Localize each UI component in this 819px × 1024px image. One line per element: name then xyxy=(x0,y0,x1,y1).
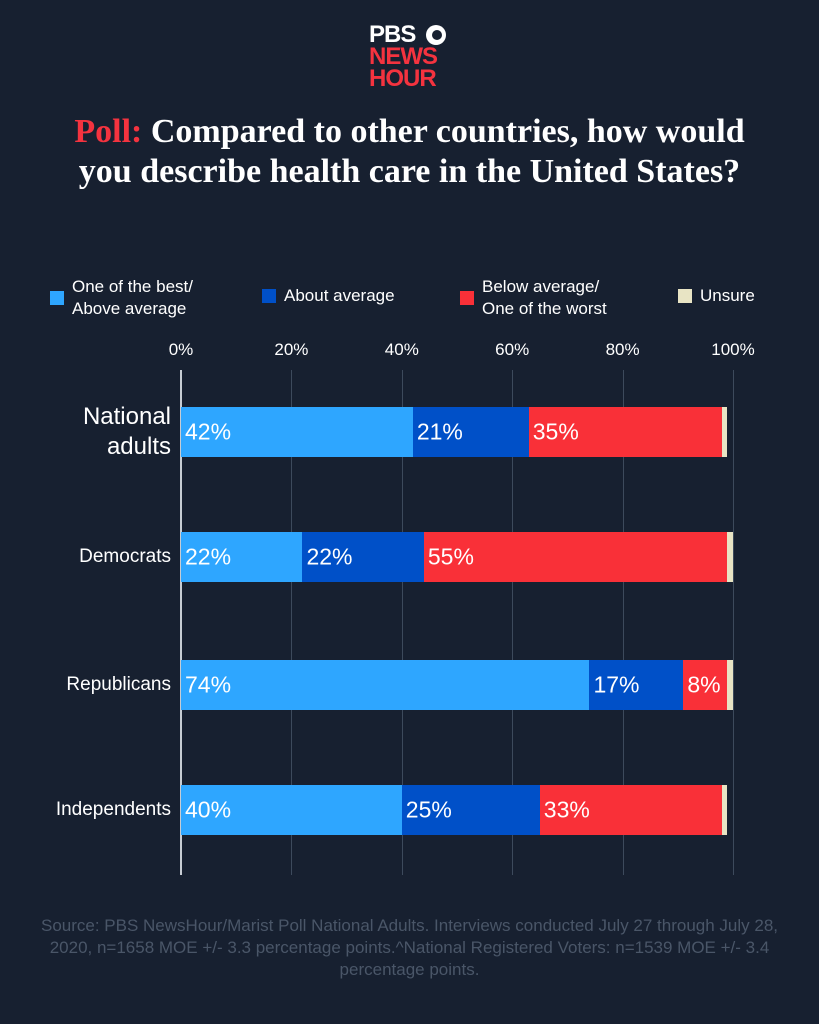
legend-swatch xyxy=(678,289,692,303)
data-label: 33% xyxy=(543,796,590,823)
gridline xyxy=(622,370,624,875)
data-label: 25% xyxy=(405,796,452,823)
legend-swatch xyxy=(460,291,474,305)
source-note: Source: PBS NewsHour/Marist Poll Nationa… xyxy=(40,916,779,979)
x-tick-label: 60% xyxy=(495,340,530,359)
pbs-newshour-logo: PBS NEWS HOUR xyxy=(369,21,459,92)
gridline xyxy=(733,370,734,875)
x-tick-label: 20% xyxy=(274,340,309,359)
category-label: Democrats xyxy=(79,546,171,567)
data-label: 55% xyxy=(427,543,474,570)
bar-segment xyxy=(181,532,303,582)
bar-segment xyxy=(401,785,540,835)
legend-label: One of the best/Above average xyxy=(72,277,193,318)
legend-label: About average xyxy=(284,286,395,305)
category-label: Independents xyxy=(55,799,171,820)
y-axis-line xyxy=(180,370,182,875)
legend-item: About average xyxy=(262,285,395,307)
bar-segment xyxy=(721,785,728,835)
bar-segment xyxy=(727,532,733,582)
bar-segment xyxy=(589,660,684,710)
data-label: 17% xyxy=(593,671,640,698)
data-label: 22% xyxy=(306,543,353,570)
data-label: 74% xyxy=(185,671,232,698)
data-label: 21% xyxy=(416,418,463,445)
bar-segment xyxy=(528,407,722,457)
x-tick-label: 100% xyxy=(711,340,755,359)
legend-swatch xyxy=(262,289,276,303)
legend-label: Below average/One of the worst xyxy=(482,277,607,318)
pbs-head-icon xyxy=(426,25,446,45)
data-label: 35% xyxy=(532,418,579,445)
bar-segment xyxy=(181,785,402,835)
category-label: National adults xyxy=(82,403,171,460)
legend-swatch xyxy=(50,291,64,305)
data-label: 8% xyxy=(687,671,721,698)
x-tick-label: 0% xyxy=(168,340,194,359)
gridline xyxy=(291,370,293,875)
data-label: 40% xyxy=(185,796,232,823)
bar-segment xyxy=(721,407,728,457)
logo-news: NEWS xyxy=(369,43,438,70)
bar-segment xyxy=(539,785,722,835)
logo-hour: HOUR xyxy=(369,65,437,92)
legend-item: Below average/One of the worst xyxy=(460,276,607,320)
bar-segment xyxy=(423,532,728,582)
bar-segment xyxy=(727,660,733,710)
x-tick-label: 80% xyxy=(605,340,640,359)
data-label: 22% xyxy=(185,543,232,570)
title-highlight: Poll: xyxy=(74,113,143,150)
logo-pbs: PBS xyxy=(369,21,416,48)
legend-item: One of the best/Above average xyxy=(50,276,193,320)
x-tick-label: 40% xyxy=(384,340,419,359)
legend-item: Unsure xyxy=(678,285,755,307)
bar-segment xyxy=(683,660,728,710)
gridline xyxy=(512,370,514,875)
bar-segment xyxy=(181,660,590,710)
gridline xyxy=(401,370,403,875)
bar-segment xyxy=(412,407,529,457)
bar-segment xyxy=(181,407,413,457)
data-label: 42% xyxy=(185,418,232,445)
legend-label: Unsure xyxy=(700,286,755,305)
bar-segment xyxy=(302,532,424,582)
chart-title: Poll: Compared to other countries, how w… xyxy=(60,112,759,192)
title-text: Compared to other countries, how would y… xyxy=(78,113,745,190)
category-label: Republicans xyxy=(66,674,171,695)
